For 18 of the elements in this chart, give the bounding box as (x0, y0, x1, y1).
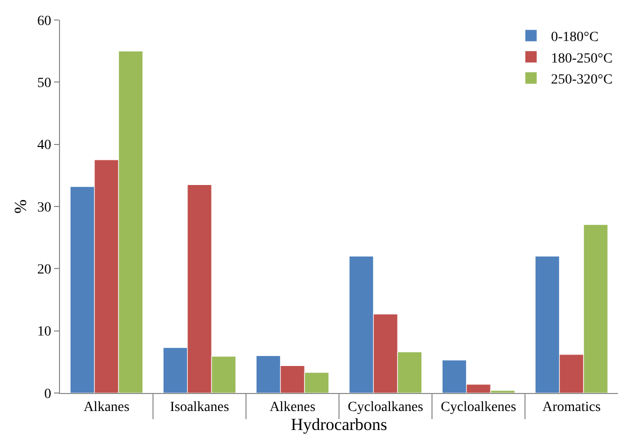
x-tick-label: Isoalkanes (170, 400, 230, 415)
legend-label: 180-250°C (551, 51, 613, 66)
x-tick-label: Alkanes (84, 400, 130, 415)
y-tick-label: 40 (37, 138, 52, 154)
x-axis-title: Hydrocarbons (290, 415, 388, 434)
x-tick-label: Cycloalkenes (440, 400, 516, 415)
legend-label: 0-180°C (551, 30, 599, 46)
y-tick-label: 10 (37, 324, 52, 340)
y-tick-label: 50 (37, 76, 52, 92)
y-tick-label: 60 (37, 14, 52, 29)
y-axis-title: % (10, 199, 30, 214)
y-tick-label: 20 (37, 262, 52, 278)
x-tick-label: Aromatics (542, 400, 601, 415)
y-tick-label: 30 (37, 200, 52, 216)
legend-label: 250-320°C (551, 72, 613, 88)
x-tick-label: Cycloalkanes (348, 400, 424, 415)
x-tick-label: Alkenes (270, 400, 316, 415)
y-tick-label: 0 (44, 386, 52, 402)
